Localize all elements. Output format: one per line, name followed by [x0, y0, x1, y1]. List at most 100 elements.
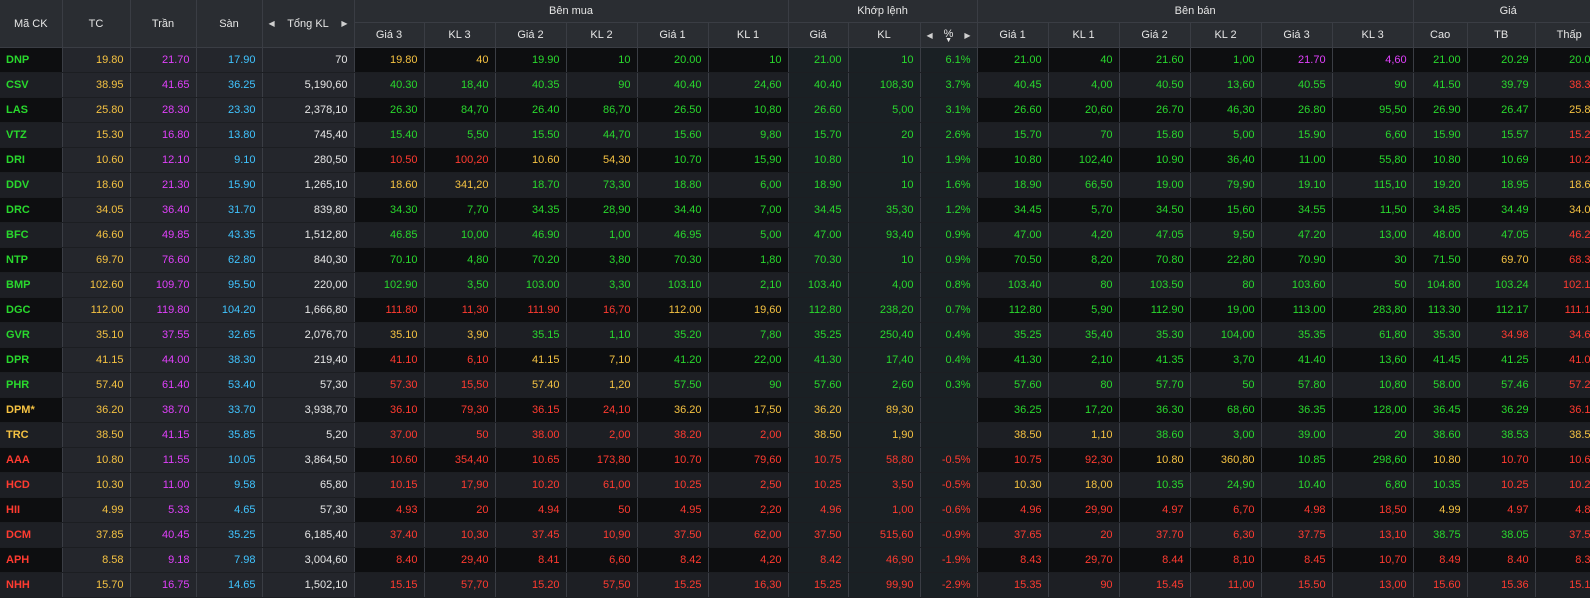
- buy-price2: 4.94: [495, 497, 567, 523]
- buy-vol1: 19,60: [708, 297, 789, 323]
- col-header-buy-vol2[interactable]: KL 2: [566, 22, 638, 48]
- col-header-sell-price1[interactable]: Giá 1: [977, 22, 1049, 48]
- high-price: 10.80: [1413, 447, 1468, 473]
- stock-symbol[interactable]: DDV: [0, 172, 63, 198]
- sell-vol1: 92,30: [1048, 447, 1120, 473]
- table-row[interactable]: DPR 41.15 44.00 38.30 219,40 41.10 6,10 41.15 7,…: [0, 347, 1590, 373]
- stock-symbol[interactable]: CSV: [0, 72, 63, 98]
- buy-price1: 10.70: [637, 447, 709, 473]
- col-header-ceiling[interactable]: Trần: [130, 0, 197, 48]
- stock-symbol[interactable]: NHH: [0, 572, 63, 598]
- stock-symbol[interactable]: DRC: [0, 197, 63, 223]
- match-volume: 58,80: [848, 447, 921, 473]
- ref-price: 10.80: [62, 447, 131, 473]
- stock-symbol[interactable]: APH: [0, 547, 63, 573]
- table-row[interactable]: DRI 10.60 12.10 9.10 280,50 10.50 100,20 10.60 5…: [0, 147, 1590, 173]
- col-header-avg[interactable]: TB: [1467, 22, 1536, 48]
- col-header-floor[interactable]: Sàn: [196, 0, 263, 48]
- table-row[interactable]: BMP 102.60 109.70 95.50 220,00 102.90 3,50 103.…: [0, 272, 1590, 298]
- buy-vol2: 90: [566, 72, 638, 98]
- col-header-sell-vol3[interactable]: KL 3: [1332, 22, 1414, 48]
- col-header-sell-vol1[interactable]: KL 1: [1048, 22, 1120, 48]
- buy-price2: 15.20: [495, 572, 567, 598]
- scroll-left-icon[interactable]: ◀: [268, 19, 275, 28]
- col-header-match-percent[interactable]: ◀ % ▼ ▶: [920, 22, 978, 48]
- table-row[interactable]: APH 8.58 9.18 7.98 3,004,60 8.40 29,40 8.41 6,60…: [0, 547, 1590, 573]
- col-header-high[interactable]: Cao: [1413, 22, 1468, 48]
- scroll-left-icon[interactable]: ◀: [926, 30, 933, 40]
- buy-vol2: 50: [566, 497, 638, 523]
- table-row[interactable]: GVR 35.10 37.55 32.65 2,076,70 35.10 3,90 35.15…: [0, 322, 1590, 348]
- col-header-symbol[interactable]: Mã CK: [0, 0, 63, 48]
- col-header-sell-price3[interactable]: Giá 3: [1261, 22, 1333, 48]
- stock-symbol[interactable]: VTZ: [0, 122, 63, 148]
- sell-price3: 36.35: [1261, 397, 1333, 423]
- table-row[interactable]: CSV 38.95 41.65 36.25 5,190,60 40.30 18,40 40.3…: [0, 72, 1590, 98]
- sell-vol2: 104,00: [1190, 322, 1262, 348]
- table-row[interactable]: DDV 18.60 21.30 15.90 1,265,10 18.60 341,20 18.…: [0, 172, 1590, 198]
- sell-vol1: 18,00: [1048, 472, 1120, 498]
- col-header-sell-vol2[interactable]: KL 2: [1190, 22, 1262, 48]
- stock-symbol[interactable]: DRI: [0, 147, 63, 173]
- col-header-ref[interactable]: TC: [62, 0, 131, 48]
- table-row[interactable]: BFC 46.60 49.85 43.35 1,512,80 46.85 10,00 46.9…: [0, 222, 1590, 248]
- sell-price2: 70.80: [1119, 247, 1191, 273]
- total-volume: 1,265,10: [262, 172, 355, 198]
- table-row[interactable]: HCD 10.30 11.00 9.58 65,80 10.15 17,90 10.20 61,…: [0, 472, 1590, 498]
- col-header-buy-vol1[interactable]: KL 1: [708, 22, 789, 48]
- sell-price1: 40.45: [977, 72, 1049, 98]
- stock-symbol[interactable]: HCD: [0, 472, 63, 498]
- col-header-match-price[interactable]: Giá: [788, 22, 849, 48]
- stock-symbol[interactable]: DCM: [0, 522, 63, 548]
- table-row[interactable]: DRC 34.05 36.40 31.70 839,80 34.30 7,70 34.35 28…: [0, 197, 1590, 223]
- table-row[interactable]: VTZ 15.30 16.80 13.80 745,40 15.40 5,50 15.50 44…: [0, 122, 1590, 148]
- col-header-match-volume[interactable]: KL: [848, 22, 921, 48]
- stock-symbol[interactable]: AAA: [0, 447, 63, 473]
- col-header-total-volume[interactable]: ◀ Tổng KL ▶: [262, 0, 355, 48]
- table-row[interactable]: HII 4.99 5.33 4.65 57,30 4.93 20 4.94 50 4.95 2,20…: [0, 497, 1590, 523]
- stock-symbol[interactable]: DPM*: [0, 397, 63, 423]
- table-row[interactable]: NTP 69.70 76.60 62.80 840,30 70.10 4,80 70.20 3,…: [0, 247, 1590, 273]
- stock-symbol[interactable]: NTP: [0, 247, 63, 273]
- col-header-buy-vol3[interactable]: KL 3: [424, 22, 496, 48]
- stock-symbol[interactable]: DNP: [0, 47, 63, 73]
- table-row[interactable]: TRC 38.50 41.15 35.85 5,20 37.00 50 38.00 2,00 38…: [0, 422, 1590, 448]
- ref-price: 15.30: [62, 122, 131, 148]
- stock-symbol[interactable]: PHR: [0, 372, 63, 398]
- table-row[interactable]: DNP 19.80 21.70 17.90 70 19.80 40 19.90 10 20.00 1…: [0, 47, 1590, 73]
- scroll-right-icon[interactable]: ▶: [964, 30, 971, 40]
- avg-price: 26.47: [1467, 97, 1536, 123]
- table-row[interactable]: DCM 37.85 40.45 35.25 6,185,40 37.40 10,30 37.4…: [0, 522, 1590, 548]
- table-row[interactable]: DGC 112.00 119.80 104.20 1,666,80 111.80 11,30…: [0, 297, 1590, 323]
- avg-price: 10.70: [1467, 447, 1536, 473]
- col-header-buy-price3[interactable]: Giá 3: [354, 22, 425, 48]
- col-header-low[interactable]: Thấp: [1535, 22, 1590, 48]
- table-row[interactable]: NHH 15.70 16.75 14.65 1,502,10 15.15 57,70 15.2…: [0, 572, 1590, 598]
- stock-symbol[interactable]: LAS: [0, 97, 63, 123]
- table-row[interactable]: LAS 25.80 28.30 23.30 2,378,10 26.30 84,70 26.4…: [0, 97, 1590, 123]
- buy-price3: 57.30: [354, 372, 425, 398]
- col-header-sell-price2[interactable]: Giá 2: [1119, 22, 1191, 48]
- col-header-buy-price2[interactable]: Giá 2: [495, 22, 567, 48]
- high-price: 26.90: [1413, 97, 1468, 123]
- stock-symbol[interactable]: DGC: [0, 297, 63, 323]
- sell-vol2: 3,00: [1190, 422, 1262, 448]
- stock-symbol[interactable]: DPR: [0, 347, 63, 373]
- high-price: 113.30: [1413, 297, 1468, 323]
- sell-vol3: 61,80: [1332, 322, 1414, 348]
- percent-sort[interactable]: % ▼: [944, 28, 954, 44]
- table-row[interactable]: DPM* 36.20 38.70 33.70 3,938,70 36.10 79,30 36.…: [0, 397, 1590, 423]
- stock-symbol[interactable]: GVR: [0, 322, 63, 348]
- sell-vol2: 46,30: [1190, 97, 1262, 123]
- table-row[interactable]: AAA 10.80 11.55 10.05 3,864,50 10.60 354,40 10.…: [0, 447, 1590, 473]
- stock-symbol[interactable]: TRC: [0, 422, 63, 448]
- buy-price2: 15.50: [495, 122, 567, 148]
- col-header-buy-price1[interactable]: Giá 1: [637, 22, 709, 48]
- stock-symbol[interactable]: BFC: [0, 222, 63, 248]
- stock-symbol[interactable]: BMP: [0, 272, 63, 298]
- scroll-right-icon[interactable]: ▶: [341, 19, 348, 28]
- stock-symbol[interactable]: HII: [0, 497, 63, 523]
- table-row[interactable]: PHR 57.40 61.40 53.40 57,30 57.30 15,50 57.40 1,…: [0, 372, 1590, 398]
- buy-price2: 26.40: [495, 97, 567, 123]
- sell-vol2: 360,80: [1190, 447, 1262, 473]
